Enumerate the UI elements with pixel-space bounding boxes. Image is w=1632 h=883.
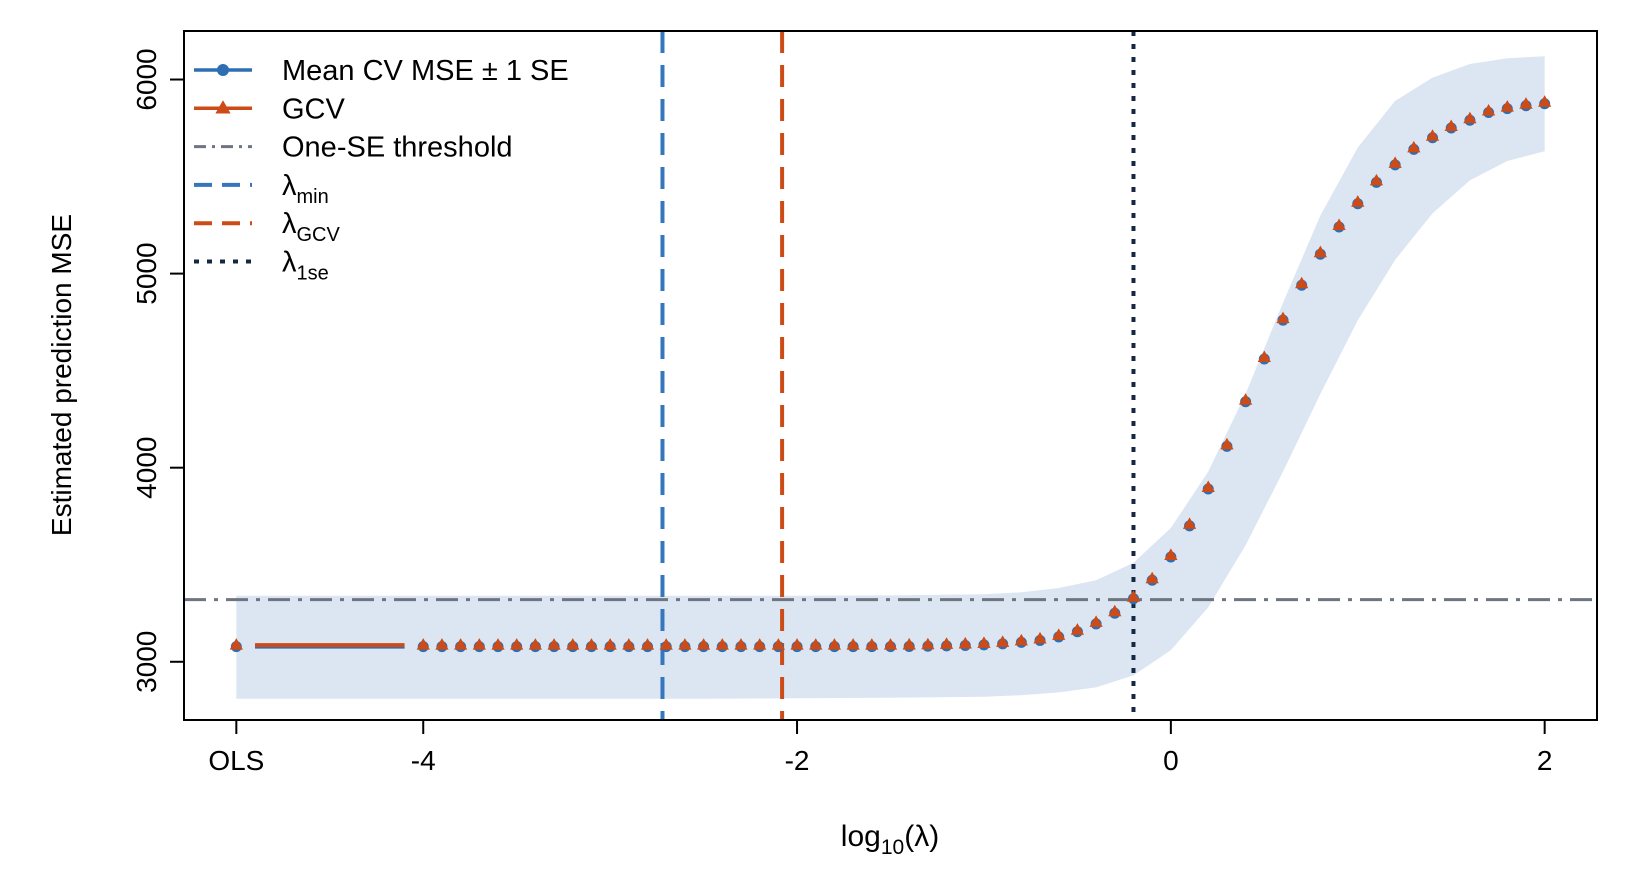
gcv-point <box>584 638 599 650</box>
x-tick-label: OLS <box>208 745 264 776</box>
gcv-point <box>902 637 916 650</box>
gcv-point <box>1145 571 1159 584</box>
x-tick-label: -2 <box>785 745 810 776</box>
gcv-point <box>921 637 935 650</box>
gcv-point <box>435 638 449 650</box>
gcv-point <box>883 638 898 650</box>
y-tick-label: 5000 <box>131 242 162 304</box>
legend-label: One-SE threshold <box>282 132 513 164</box>
legend-label: GCV <box>282 93 346 125</box>
y-tick-label: 6000 <box>131 48 162 110</box>
legend: Mean CV MSE ± 1 SE GCV One-SE threshold λmi… <box>194 55 569 285</box>
gcv-point <box>771 638 786 650</box>
gcv-point <box>1388 156 1402 168</box>
gcv-point <box>1369 173 1384 186</box>
gcv-point <box>1295 276 1309 289</box>
gcv-point <box>939 637 954 649</box>
gcv-point <box>1444 119 1458 132</box>
y-axis-label: Estimated prediction MSE <box>46 214 77 536</box>
gcv-point <box>1500 100 1514 112</box>
gcv-point <box>1182 517 1197 529</box>
gcv-point <box>734 638 748 650</box>
gcv-point <box>846 638 860 650</box>
gcv-point <box>1538 95 1552 107</box>
gcv-point <box>640 638 655 650</box>
gcv-point <box>566 638 580 650</box>
gcv-point <box>1313 245 1328 258</box>
gcv-point <box>1014 633 1028 646</box>
gcv-point <box>1033 631 1047 644</box>
gcv-point <box>1519 97 1533 109</box>
gcv-point <box>1052 628 1066 640</box>
gcv-point <box>865 638 879 650</box>
gcv-point <box>1126 590 1141 602</box>
y-tick-label: 3000 <box>131 631 162 693</box>
legend-swatch-marker <box>215 100 231 114</box>
gcv-point <box>416 638 430 650</box>
gcv-point <box>790 638 804 650</box>
x-tick-label: 2 <box>1537 745 1553 776</box>
gcv-point <box>453 638 468 650</box>
legend-label: Mean CV MSE ± 1 SE <box>282 55 569 87</box>
gcv-point <box>809 638 823 650</box>
gcv-point <box>1407 140 1421 153</box>
gcv-point <box>1201 480 1215 493</box>
gcv-point <box>958 636 972 649</box>
gcv-point <box>1070 623 1085 635</box>
gcv-point <box>1481 103 1496 116</box>
gcv-point <box>1351 195 1365 207</box>
gcv-point <box>1089 615 1103 627</box>
gcv-point <box>622 638 636 650</box>
gcv-point <box>753 638 767 650</box>
gcv-point <box>472 638 486 650</box>
legend-label-subscript: min <box>297 186 329 208</box>
x-tick-label: -4 <box>411 745 436 776</box>
gcv-point <box>229 638 243 650</box>
legend-label-subscript: GCV <box>297 224 341 246</box>
gcv-point <box>1332 218 1346 231</box>
gcv-point <box>1463 111 1477 124</box>
se-band <box>236 56 1545 699</box>
gcv-point <box>1238 393 1253 405</box>
gcv-point <box>1276 311 1290 324</box>
gcv-point <box>1220 437 1234 450</box>
legend-swatch-marker <box>217 64 229 76</box>
legend-label: λ1se <box>282 247 329 285</box>
gcv-point <box>659 638 673 650</box>
gcv-point <box>1108 604 1122 617</box>
gcv-point <box>510 638 524 650</box>
plot-area <box>184 31 1597 720</box>
gcv-point <box>678 638 692 650</box>
gcv-point <box>1257 350 1271 363</box>
legend-label-subscript: 1se <box>297 263 329 285</box>
gcv-point <box>603 638 617 650</box>
x-axis-label: log10(λ) <box>841 820 939 859</box>
x-tick-label: 0 <box>1163 745 1179 776</box>
legend-label: λGCV <box>282 208 341 246</box>
gcv-point <box>547 638 561 650</box>
axes: OLS -4 -2 0 2 3000 4000 5000 6000 <box>131 48 1552 776</box>
gcv-point <box>1425 129 1440 141</box>
gcv-point <box>715 638 729 650</box>
legend-label: λmin <box>282 170 329 208</box>
gcv-point <box>696 638 711 650</box>
gcv-point <box>977 636 991 648</box>
gcv-point <box>528 638 543 650</box>
gcv-point <box>491 638 505 650</box>
gcv-point <box>995 635 1010 647</box>
gcv-point <box>827 638 842 650</box>
y-tick-label: 4000 <box>131 437 162 499</box>
gcv-point <box>1164 548 1178 560</box>
